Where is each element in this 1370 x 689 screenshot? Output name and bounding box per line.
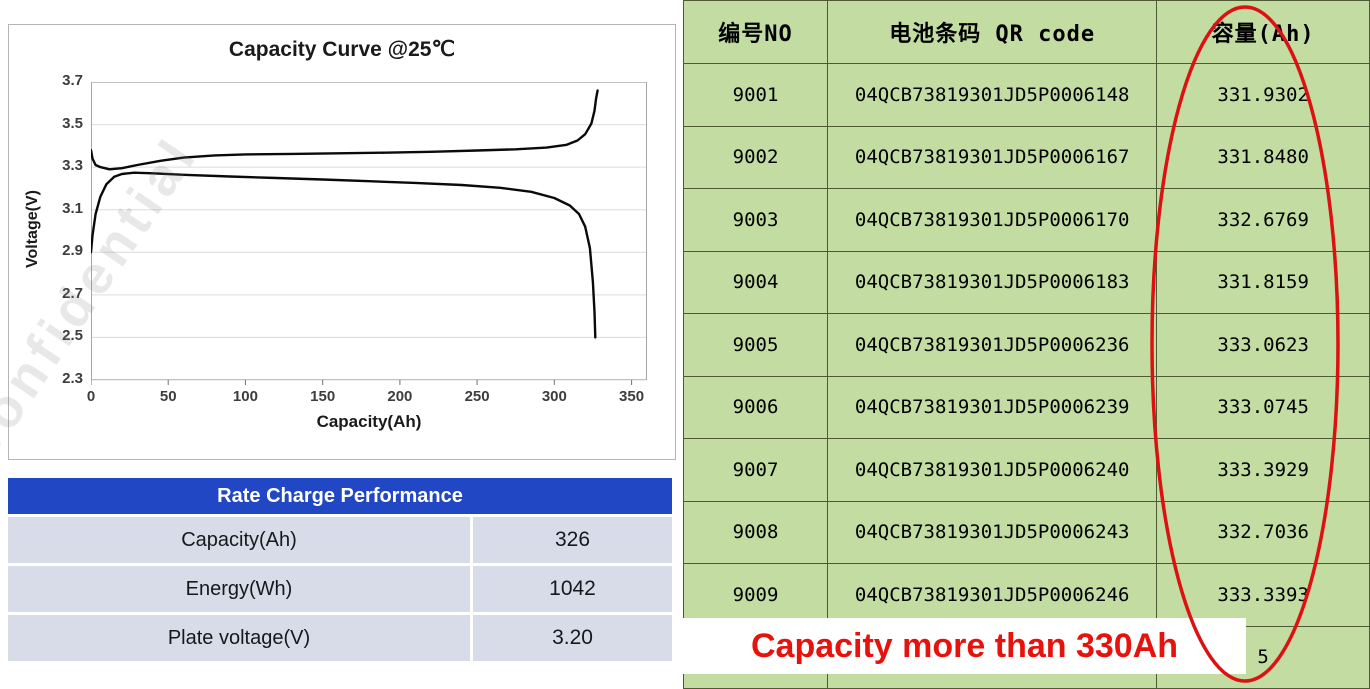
battery-qr-cell: 04QCB73819301JD5P0006183 [827,250,1158,314]
battery-qr-cell: 04QCB73819301JD5P0006246 [827,563,1158,627]
battery-qr-cell: 04QCB73819301JD5P0006236 [827,313,1158,377]
battery-no-cell: 9002 [682,125,829,189]
battery-capacity-cell: 333.3929 [1156,438,1370,502]
chart-title: Capacity Curve @25℃ [228,38,456,61]
battery-row: 9009 04QCB73819301JD5P0006246 333.3393 [682,563,1370,627]
x-axis-tick-label: 50 [159,388,177,405]
x-axis-tick-label: 200 [387,388,413,405]
x-axis-tick-label: 350 [619,388,645,405]
chart-plot-area: Voltage(V) Capacity(Ah) 3.7 3.5 3.3 3.1 2.9 2… [9,68,675,448]
x-axis-tick-label: 0 [86,388,96,405]
battery-no-cell: 9001 [682,63,829,127]
capacity-curve-chart: Capacity Curve @25℃ Voltage(V) Capacity(… [8,24,676,460]
rate-row-label: Plate voltage(V) [8,615,470,661]
battery-qr-cell: 04QCB73819301JD5P0006239 [827,375,1158,439]
battery-column-header: 容量(Ah) [1156,0,1370,64]
x-axis-tick-label: 300 [541,388,567,405]
y-axis-tick-label: 2.5 [62,327,83,345]
battery-capacity-cell: 333.3393 [1156,563,1370,627]
battery-capacity-cell: 332.6769 [1156,188,1370,252]
y-axis-tick-label: 2.7 [62,284,83,302]
y-axis-tick-label: 3.3 [62,157,83,175]
battery-column-header: 电池条码 QR code [827,0,1158,64]
battery-capacity-cell: 331.8480 [1156,125,1370,189]
x-axis-tick-label: 250 [464,388,490,405]
left-panel: Confidential Capacity Curve @25℃ Voltage… [0,0,683,689]
battery-qr-cell: 04QCB73819301JD5P0006243 [827,500,1158,564]
rate-table-row: Capacity(Ah) 326 [8,517,672,563]
rate-charge-performance-table: Rate Charge Performance Capacity(Ah) 326 E… [8,478,672,661]
y-axis-tick-label: 3.1 [62,199,83,217]
battery-no-cell: 9004 [682,250,829,314]
y-axis-label: Voltage(V) [24,190,41,268]
capacity-voltage-plot [91,82,647,385]
rate-row-value: 1042 [473,566,672,612]
x-axis-tick-label: 150 [310,388,336,405]
battery-no-cell: 9006 [682,375,829,439]
battery-capacity-cell: 331.8159 [1156,250,1370,314]
y-axis-tick-label: 3.5 [62,114,83,132]
battery-row: 9007 04QCB73819301JD5P0006240 333.3929 [682,438,1370,502]
battery-capacity-table: 编号NO 电池条码 QR code 容量(Ah) 9001 04QCB73819301… [682,0,1370,689]
y-axis-tick-label: 2.9 [62,242,83,260]
battery-no-cell: 9003 [682,188,829,252]
battery-row: 9001 04QCB73819301JD5P0006148 331.9302 [682,63,1370,127]
battery-capacity-cell: 331.9302 [1156,63,1370,127]
battery-capacity-cell: 333.0623 [1156,313,1370,377]
battery-qr-cell: 04QCB73819301JD5P0006148 [827,63,1158,127]
battery-qr-cell: 04QCB73819301JD5P0006240 [827,438,1158,502]
battery-row: 9002 04QCB73819301JD5P0006167 331.8480 [682,125,1370,189]
rate-row-label: Capacity(Ah) [8,517,470,563]
x-axis-tick-label: 100 [232,388,258,405]
x-axis-label: Capacity(Ah) [316,412,422,431]
battery-qr-cell: 04QCB73819301JD5P0006170 [827,188,1158,252]
y-axis-tick-label: 2.3 [62,370,83,387]
battery-row: 9004 04QCB73819301JD5P0006183 331.8159 [682,250,1370,314]
battery-capacity-panel: 编号NO 电池条码 QR code 容量(Ah) 9001 04QCB73819301… [682,0,1370,689]
battery-row: 9005 04QCB73819301JD5P0006236 333.0623 [682,313,1370,377]
battery-no-cell: 9008 [682,500,829,564]
rate-table-row: Energy(Wh) 1042 [8,566,672,612]
rate-table-title: Rate Charge Performance [8,478,672,514]
battery-qr-cell: 04QCB73819301JD5P0006167 [827,125,1158,189]
rate-table-rows: Capacity(Ah) 326 Energy(Wh) 1042 Plate volta… [8,517,672,661]
rate-row-value: 326 [473,517,672,563]
battery-no-cell: 9007 [682,438,829,502]
battery-row: 9006 04QCB73819301JD5P0006239 333.0745 [682,375,1370,439]
battery-header-row: 编号NO 电池条码 QR code 容量(Ah) [682,0,1370,64]
rate-row-label: Energy(Wh) [8,566,470,612]
battery-column-header: 编号NO [682,0,829,64]
battery-row: 9003 04QCB73819301JD5P0006170 332.6769 [682,188,1370,252]
battery-capacity-cell: 332.7036 [1156,500,1370,564]
rate-row-value: 3.20 [473,615,672,661]
battery-row: 9008 04QCB73819301JD5P0006243 332.7036 [682,500,1370,564]
battery-no-cell: 9005 [682,313,829,377]
battery-table-body: 9001 04QCB73819301JD5P0006148 331.9302 9002… [682,63,1370,689]
rate-table-row: Plate voltage(V) 3.20 [8,615,672,661]
capacity-callout-banner: Capacity more than 330Ah [683,618,1246,674]
y-axis-tick-label: 3.7 [62,72,83,89]
battery-no-cell: 9009 [682,563,829,627]
battery-capacity-cell: 333.0745 [1156,375,1370,439]
